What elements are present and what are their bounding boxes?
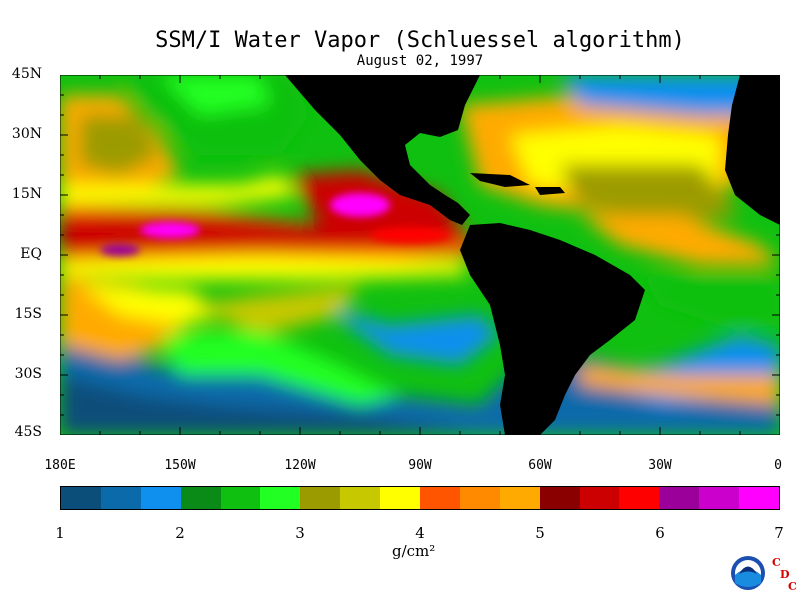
lat-label-eq: EQ xyxy=(20,246,42,262)
colorbar-label-4: 4 xyxy=(415,524,425,542)
lat-label-30n: 30N xyxy=(11,126,42,142)
lat-label-45s: 45S xyxy=(14,424,42,440)
colorbar-label-7: 7 xyxy=(774,524,784,542)
map-date: August 02, 1997 xyxy=(356,53,484,69)
colorbar-swatch xyxy=(499,487,540,509)
colorbar-swatch xyxy=(459,487,500,509)
lon-label-90w: 90W xyxy=(408,458,432,473)
colorbar-label-6: 6 xyxy=(655,524,665,542)
colorbar-label-5: 5 xyxy=(535,524,545,542)
colorbar-swatch xyxy=(100,487,141,509)
noaa-logo-icon xyxy=(731,556,765,590)
lat-label-15s: 15S xyxy=(14,306,42,322)
colorbar-units: g/cm² xyxy=(392,542,436,560)
colorbar-label-1: 1 xyxy=(55,524,65,542)
colorbar-swatch xyxy=(539,487,580,509)
lat-label-45n: 45N xyxy=(11,66,42,82)
colorbar-swatch xyxy=(260,487,301,509)
colorbar-swatch xyxy=(220,487,261,509)
lon-label-120w: 120W xyxy=(284,458,316,473)
lon-label-150w: 150W xyxy=(164,458,196,473)
colorbar-swatch xyxy=(380,487,421,509)
lon-label-180e: 180E xyxy=(44,458,76,473)
lon-label-30w: 30W xyxy=(648,458,672,473)
colorbar-swatch xyxy=(699,487,740,509)
colorbar-swatch xyxy=(659,487,700,509)
colorbar-swatch xyxy=(579,487,620,509)
colorbar-swatch xyxy=(420,487,460,509)
colorbar-swatch xyxy=(61,487,101,509)
colorbar xyxy=(60,486,780,510)
colorbar-swatch xyxy=(180,487,221,509)
colorbar-label-3: 3 xyxy=(295,524,305,542)
lon-label-0: 0 xyxy=(774,458,782,473)
lon-label-60w: 60W xyxy=(528,458,552,473)
colorbar-swatch xyxy=(619,487,660,509)
map-title: SSM/I Water Vapor (Schluessel algorithm) xyxy=(155,28,685,53)
colorbar-swatch xyxy=(739,487,780,509)
lat-label-30s: 30S xyxy=(14,366,42,382)
lat-label-15n: 15N xyxy=(11,186,42,202)
colorbar-label-2: 2 xyxy=(175,524,185,542)
colorbar-swatch xyxy=(340,487,381,509)
colorbar-swatch xyxy=(140,487,181,509)
colorbar-swatch xyxy=(300,487,341,509)
water-vapor-map xyxy=(60,75,780,435)
